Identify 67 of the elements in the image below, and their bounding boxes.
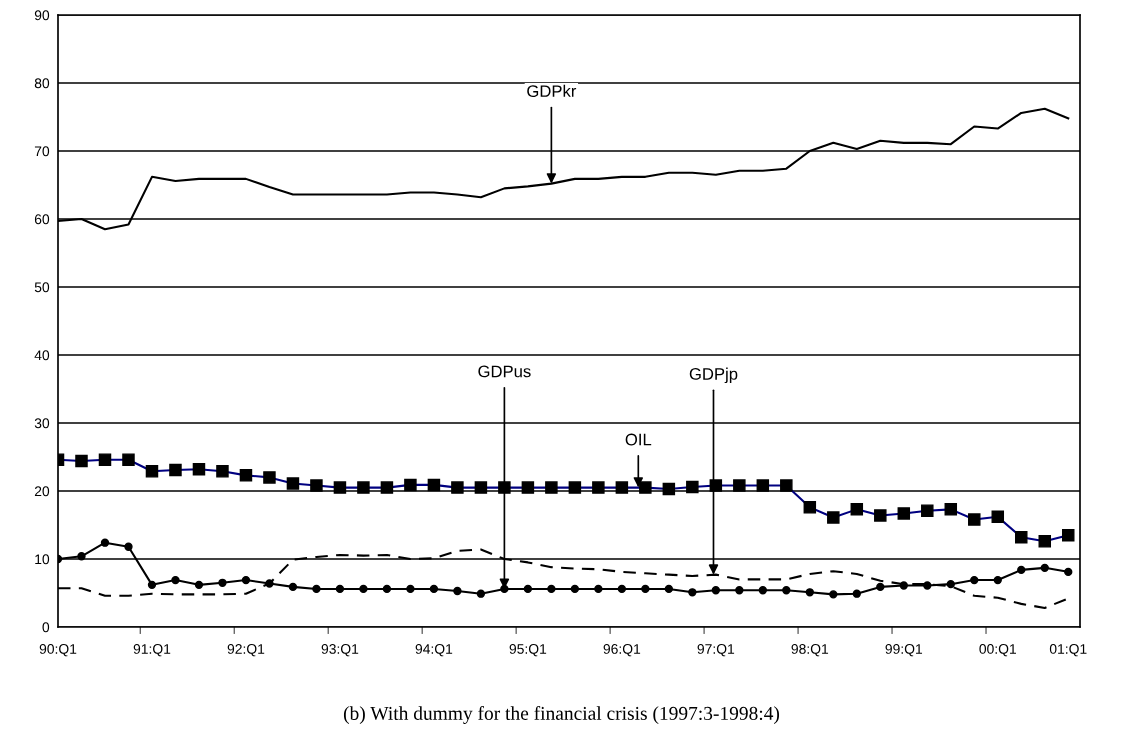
y-tick-label: 30 xyxy=(34,418,50,429)
y-tick-label: 90 xyxy=(34,10,50,21)
point xyxy=(852,589,861,598)
point xyxy=(735,586,744,595)
point xyxy=(688,588,697,597)
point xyxy=(617,584,627,594)
annotation: GDPkr xyxy=(527,84,577,98)
text: (b) With dummy for the financial crisis (1997:3-1998:4) xyxy=(343,706,780,724)
point xyxy=(1040,563,1049,573)
point xyxy=(406,584,415,594)
y-tick-label: 10 xyxy=(35,554,50,565)
point xyxy=(312,584,321,594)
annotation: GDPjp xyxy=(689,367,738,384)
point xyxy=(876,582,885,592)
point xyxy=(194,580,204,590)
point xyxy=(1017,565,1026,575)
point xyxy=(476,589,486,598)
point xyxy=(594,584,603,594)
point xyxy=(100,538,110,547)
point xyxy=(829,590,838,599)
point xyxy=(124,542,133,551)
point xyxy=(453,586,462,596)
y-tick-label: 20 xyxy=(34,486,50,497)
point xyxy=(711,586,721,595)
x-tick-label: 93:Q1 xyxy=(321,644,359,657)
point xyxy=(664,584,674,594)
y-tick-label: 50 xyxy=(34,282,50,293)
y-tick-label: 40 xyxy=(34,350,50,361)
point xyxy=(171,575,180,585)
point xyxy=(946,579,955,589)
x-tick-label: 95:Q1 xyxy=(509,644,547,657)
point xyxy=(1064,567,1073,577)
annotation: GDPus xyxy=(478,365,531,378)
point xyxy=(359,584,368,594)
x-tick-label: 01:Q1 xyxy=(1049,644,1087,657)
annotation: OIL xyxy=(625,433,652,446)
x-tick-label: 90:Q1 xyxy=(39,644,77,657)
point xyxy=(288,582,298,592)
x-tick-label: 00:Q1 xyxy=(979,644,1017,657)
x-tick-label: 99:Q1 xyxy=(885,644,923,657)
point xyxy=(758,586,767,595)
point xyxy=(382,584,392,594)
point xyxy=(77,552,86,561)
y-tick-label: 80 xyxy=(34,78,50,89)
point xyxy=(782,586,791,595)
x-tick-label: 96:Q1 xyxy=(603,644,641,657)
point xyxy=(923,581,932,590)
x-tick-label: 92:Q1 xyxy=(227,644,265,657)
point xyxy=(218,578,227,587)
point xyxy=(335,584,345,594)
x-tick-label: 91:Q1 xyxy=(133,644,171,657)
point xyxy=(241,575,251,585)
x-tick-label: 98:Q1 xyxy=(791,644,829,657)
point xyxy=(993,575,1002,585)
point xyxy=(970,575,979,585)
point xyxy=(147,580,157,590)
y-tick-label: 70 xyxy=(34,146,50,157)
x-tick-label: 97:Q1 xyxy=(697,644,735,657)
point xyxy=(570,584,580,594)
point xyxy=(523,584,533,594)
x-tick-label: 94:Q1 xyxy=(415,644,453,657)
point xyxy=(429,584,439,594)
y-tick-label: 60 xyxy=(34,214,50,225)
point xyxy=(805,588,814,597)
point xyxy=(547,584,556,594)
point xyxy=(641,584,650,594)
y-tick-label: 0 xyxy=(42,622,50,633)
